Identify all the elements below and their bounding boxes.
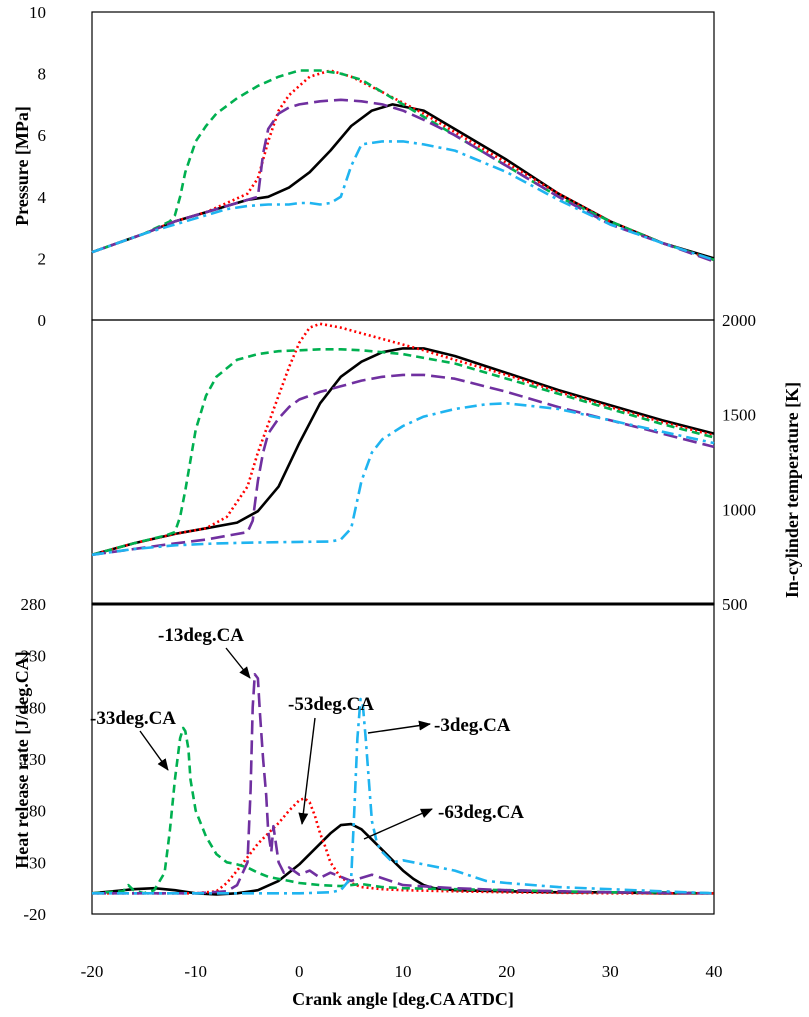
heat-release-ytick-label: 180: [21, 698, 47, 717]
pressure-series: [91, 69, 715, 263]
annotation-arrow-13: [225, 647, 251, 679]
annotation-label-33: -33deg.CA: [90, 708, 176, 729]
crank-angle-xtick-label: 0: [295, 962, 304, 981]
pressure-ytick-label: 2: [38, 249, 47, 268]
heat-release-line-53deg: [92, 797, 714, 895]
temperature-ytick-label: 2000: [722, 311, 756, 330]
pressure-ytick-label: 0: [38, 311, 47, 330]
annotation-label-63: -63deg.CA: [438, 802, 524, 823]
annotation-arrow-53: [298, 717, 316, 825]
annotation-arrow-3: [367, 720, 431, 734]
annotation-arrow-33: [139, 730, 169, 771]
temperature-line-13deg: [91, 373, 715, 557]
pressure-ytick-label: 8: [38, 65, 47, 84]
temperature-line-63deg: [91, 347, 715, 557]
pressure-ytick-label: 10: [29, 3, 46, 22]
crank-angle-xtick-label: -10: [184, 962, 207, 981]
heat-release-line-13deg: [92, 673, 715, 895]
crank-angle-xtick-label: 20: [498, 962, 515, 981]
top-panel-frame: [91, 11, 715, 321]
heat-release-ytick-label: 30: [29, 853, 46, 872]
annotation-label-53: -53deg.CA: [288, 694, 374, 715]
temperature-ytick-label: 1000: [722, 500, 756, 519]
temperature-series: [91, 322, 715, 557]
temperature-line-53deg: [91, 322, 715, 557]
pressure-line-3deg: [91, 140, 715, 262]
pressure-line-33deg: [91, 69, 715, 262]
heat-release-ytick-label: 130: [21, 750, 47, 769]
pressure-line-63deg: [91, 103, 715, 260]
heat-release-series: [91, 673, 715, 896]
heat-release-ytick-label: 80: [29, 802, 46, 821]
temperature-ytick-label: 1500: [722, 406, 756, 425]
heat-release-line-3deg: [92, 697, 715, 895]
annotation-arrow-63: [363, 808, 433, 840]
pressure-line-13deg: [91, 98, 715, 263]
tick-labels: 0 2 4 6 8 10 500 1000 1500 2000 -20 30 80 130 180 230 28…: [21, 3, 757, 981]
middle-panel-frame: [91, 319, 715, 605]
temperature-ytick-label: 500: [722, 595, 748, 614]
heat-release-axis-title: Heat release rate [J/deg.CA]: [12, 651, 32, 869]
annotations: -33deg.CA -13deg.CA -53deg.CA -3deg.CA -…: [90, 625, 524, 840]
annotation-label-3: -3deg.CA: [434, 715, 511, 736]
heat-release-ytick-label: 280: [21, 595, 47, 614]
bottom-panel-frame: [91, 603, 715, 915]
pressure-ytick-label: 6: [38, 126, 47, 145]
crank-angle-xtick-label: 30: [602, 962, 619, 981]
temperature-line-33deg: [91, 348, 715, 557]
crank-angle-xtick-label: -20: [81, 962, 104, 981]
pressure-ytick-label: 4: [38, 188, 47, 207]
heat-release-ytick-label: 230: [21, 647, 47, 666]
crank-angle-axis-title: Crank angle [deg.CA ATDC]: [292, 989, 514, 1009]
pressure-line-53deg: [91, 69, 715, 262]
annotation-label-13: -13deg.CA: [158, 625, 244, 646]
temperature-axis-title: In-cylinder temperature [K]: [782, 382, 802, 598]
pressure-axis-title: Pressure [MPa]: [12, 106, 32, 226]
heat-release-line-33deg: [91, 726, 715, 895]
crank-angle-xtick-label: 10: [395, 962, 412, 981]
heat-release-ytick-label: -20: [23, 905, 46, 924]
crank-angle-xtick-label: 40: [706, 962, 723, 981]
temperature-line-3deg: [91, 402, 715, 557]
